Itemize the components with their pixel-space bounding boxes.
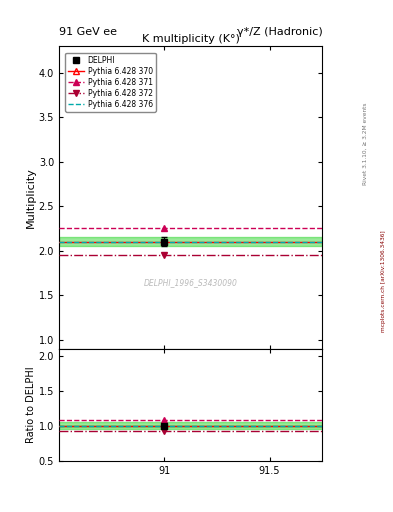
- Title: K multiplicity (K°): K multiplicity (K°): [141, 34, 240, 44]
- Text: Rivet 3.1.10, ≥ 3.2M events: Rivet 3.1.10, ≥ 3.2M events: [363, 102, 368, 185]
- Text: 91 GeV ee: 91 GeV ee: [59, 27, 117, 37]
- Bar: [59, 422, 322, 429]
- Legend: DELPHI, Pythia 6.428 370, Pythia 6.428 371, Pythia 6.428 372, Pythia 6.428 376: DELPHI, Pythia 6.428 370, Pythia 6.428 3…: [65, 53, 156, 112]
- Text: mcplots.cern.ch [arXiv:1306.3436]: mcplots.cern.ch [arXiv:1306.3436]: [381, 231, 386, 332]
- Y-axis label: Multiplicity: Multiplicity: [26, 167, 36, 228]
- Y-axis label: Ratio to DELPHI: Ratio to DELPHI: [26, 367, 36, 443]
- Text: DELPHI_1996_S3430090: DELPHI_1996_S3430090: [144, 278, 237, 287]
- Text: γ*/Z (Hadronic): γ*/Z (Hadronic): [237, 27, 322, 37]
- Bar: [59, 238, 322, 246]
